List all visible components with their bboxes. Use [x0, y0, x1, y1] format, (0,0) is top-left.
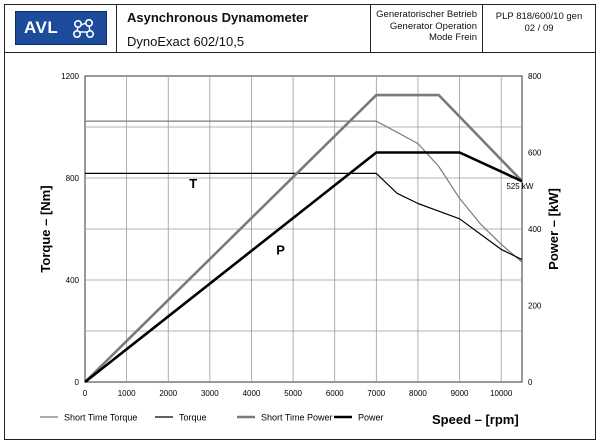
y-right-tick-label: 800 [528, 72, 542, 81]
y-left-tick-label: 400 [66, 276, 80, 285]
y-right-tick-label: 400 [528, 225, 542, 234]
legend-entry: Power [358, 413, 384, 423]
x-tick-label: 4000 [243, 389, 261, 398]
chart-annotations: T P 525 kW [189, 176, 534, 257]
annotation-label: 525 kW [506, 182, 534, 191]
avl-logo: AVL [15, 11, 107, 45]
datasheet-header: AVL Asynchronous Dynamometer DynoExact 6… [5, 5, 595, 53]
logo-text: AVL [24, 18, 59, 37]
logo-cell: AVL [5, 5, 117, 52]
model-name: DynoExact 602/10,5 [127, 34, 245, 49]
datasheet-frame: AVL Asynchronous Dynamometer DynoExact 6… [4, 4, 596, 440]
x-tick-label: 7000 [367, 389, 385, 398]
x-tick-label: 6000 [326, 389, 344, 398]
avl-logo-mark-icon [73, 18, 94, 39]
y-left-tick-label: 0 [75, 378, 80, 387]
x-tick-label: 3000 [201, 389, 219, 398]
series-torque [85, 172, 523, 261]
series-short-time-torque [85, 120, 523, 263]
y-right-tick-label: 200 [528, 302, 542, 311]
x-tick-label: 9000 [451, 389, 469, 398]
y-left-tick-label: 1200 [61, 72, 79, 81]
x-tick-label: 10000 [490, 389, 513, 398]
series-power [84, 151, 523, 384]
annotation-label: T [189, 176, 197, 191]
legend-entry: Torque [179, 413, 207, 423]
legend-entry: Short Time Torque [64, 413, 137, 423]
document-id: PLP 818/600/10 gen [495, 11, 583, 22]
chart-grid [84, 75, 523, 383]
y-right-tick-label: 600 [528, 149, 542, 158]
title-cell: Asynchronous Dynamometer DynoExact 602/1… [117, 5, 371, 52]
mode-line-en: Generator Operation [389, 20, 477, 32]
document-id-cell: PLP 818/600/10 gen 02 / 09 [483, 5, 595, 52]
y-axis-right-label: Power – [kW] [546, 188, 561, 270]
x-tick-label: 5000 [284, 389, 302, 398]
x-tick-label: 1000 [118, 389, 136, 398]
x-tick-label: 8000 [409, 389, 427, 398]
axis-ticks: 0 1000 2000 3000 4000 5000 6000 7000 8000 9000 100… [61, 72, 542, 398]
document-title: Asynchronous Dynamometer [127, 10, 309, 25]
x-tick-label: 2000 [159, 389, 177, 398]
page-number: 02 / 09 [524, 23, 554, 34]
legend-entry: Short Time Power [261, 413, 333, 423]
operation-mode-cell: Generatorischer Betrieb Generator Operat… [371, 5, 483, 52]
annotation-label: P [276, 243, 285, 258]
x-tick-label: 0 [83, 389, 88, 398]
mode-line-fr: Mode Frein [428, 32, 477, 43]
chart-legend: Short Time Torque Torque Short Time Power P… [40, 413, 384, 423]
y-left-tick-label: 800 [66, 174, 80, 183]
chart-series [84, 93, 523, 384]
x-axis-label: Speed – [rpm] [432, 412, 519, 427]
mode-line-de: Generatorischer Betrieb [376, 9, 477, 20]
y-right-tick-label: 0 [528, 378, 533, 387]
y-axis-left-label: Torque – [Nm] [38, 185, 53, 272]
series-short-time-power [84, 93, 523, 383]
